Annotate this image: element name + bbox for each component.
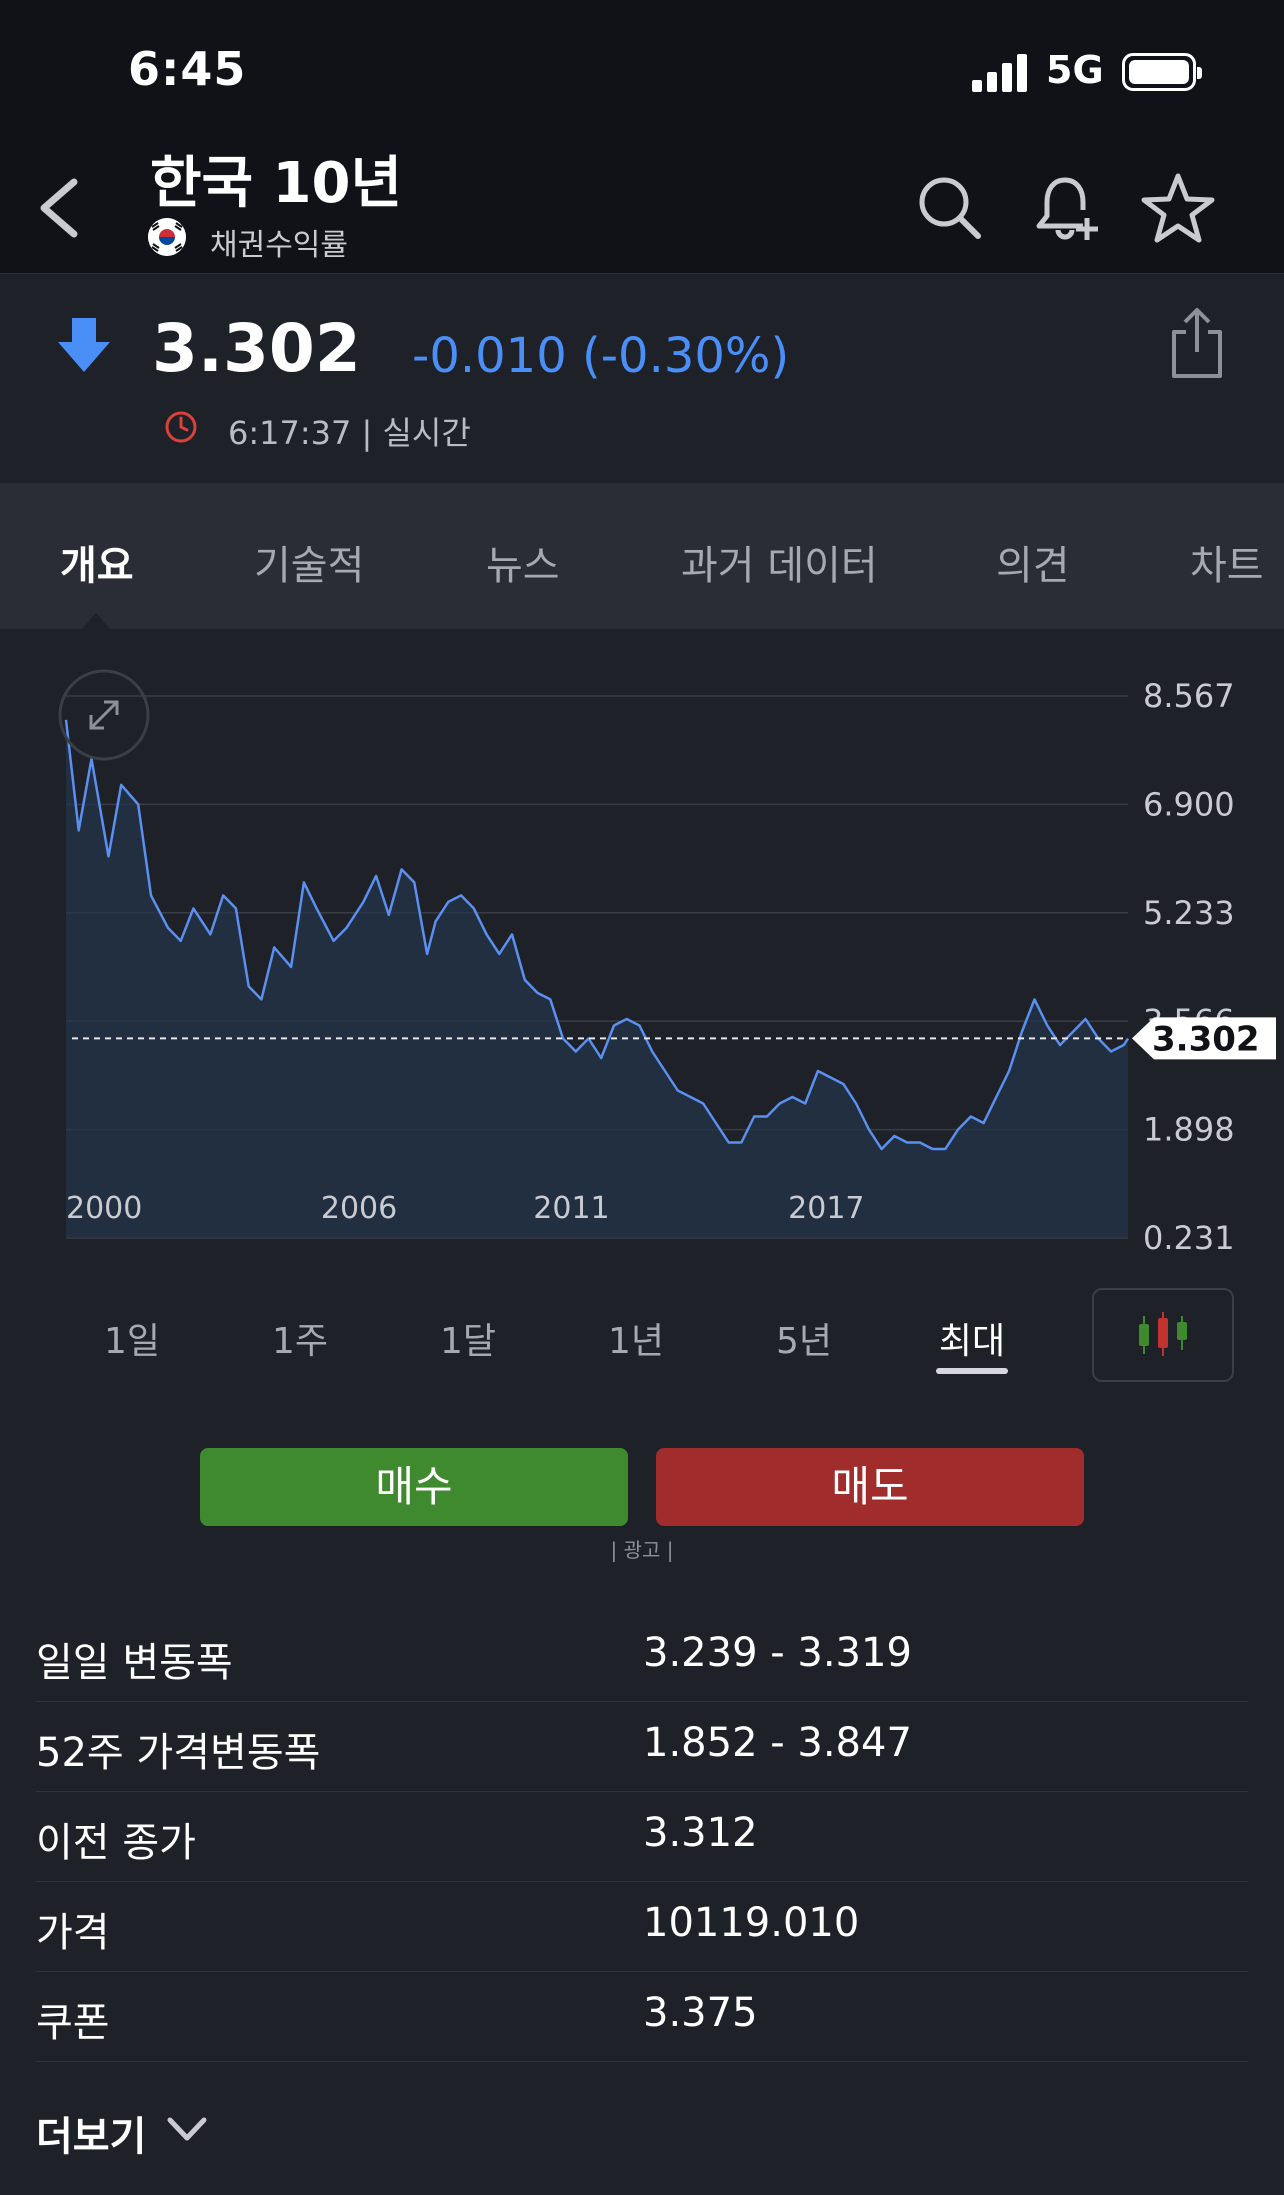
status-time: 6:45 <box>128 42 247 96</box>
range-1w[interactable]: 1주 <box>271 1321 329 1362</box>
stat-row: 이전 종가 3.312 <box>36 1792 1248 1882</box>
bell-plus-icon[interactable] <box>1025 168 1105 248</box>
stat-label: 가격 <box>36 1910 110 1956</box>
range-max[interactable]: 최대 <box>938 1321 1006 1362</box>
search-icon[interactable] <box>910 168 990 248</box>
sell-button[interactable]: 매도 <box>656 1448 1084 1526</box>
x-tick-label: 2000 <box>66 1191 142 1226</box>
battery-icon <box>1122 53 1202 91</box>
clock-icon <box>164 410 198 444</box>
quote-panel: 3.302 -0.010 (-0.30%) 6:17:37 | 실시간 <box>0 273 1284 484</box>
range-1d[interactable]: 1일 <box>103 1321 161 1362</box>
candlestick-toggle-button[interactable] <box>1092 1288 1234 1382</box>
tab-technical[interactable]: 기술적 <box>254 543 365 589</box>
range-selector: 1일 1주 1달 1년 5년 최대 <box>0 1280 1284 1400</box>
stat-row: 가격 10119.010 <box>36 1882 1248 1972</box>
range-5y[interactable]: 5년 <box>775 1321 833 1362</box>
stat-value: 1.852 - 3.847 <box>643 1720 912 1766</box>
chart-svg: 8.5676.9005.2333.5661.8980.2312000200620… <box>64 677 1276 1257</box>
tab-opinion[interactable]: 의견 <box>996 543 1070 589</box>
chart-series-line <box>64 719 1130 1151</box>
stat-value: 3.375 <box>643 1990 758 2036</box>
network-label: 5G <box>1046 48 1104 92</box>
stat-row: 52주 가격변동폭 1.852 - 3.847 <box>36 1702 1248 1792</box>
stat-label: 일일 변동폭 <box>36 1640 233 1686</box>
signal-icon <box>972 54 1032 92</box>
x-tick-label: 2006 <box>321 1191 397 1226</box>
down-arrow-icon <box>54 316 114 376</box>
chart-area-fill <box>66 719 1128 1238</box>
range-1m[interactable]: 1달 <box>439 1321 497 1362</box>
page-title: 한국 10년 <box>150 151 402 216</box>
y-tick-label: 5.233 <box>1143 894 1235 932</box>
range-1y[interactable]: 1년 <box>607 1321 665 1362</box>
more-link[interactable]: 더보기 <box>36 2114 147 2160</box>
stat-label: 쿠폰 <box>36 2000 110 2046</box>
tab-chart[interactable]: 차트 <box>1190 543 1264 589</box>
share-icon[interactable] <box>1166 306 1228 380</box>
quote-timestamp: 6:17:37 | 실시간 <box>228 414 471 452</box>
current-value-tag <box>1132 1017 1276 1060</box>
chevron-down-icon[interactable] <box>164 2112 210 2146</box>
tab-bar: 개요 기술적 뉴스 과거 데이터 의견 차트 <box>0 483 1284 629</box>
korea-flag-icon <box>148 218 186 256</box>
page-subtitle: 채권수익률 <box>210 228 348 263</box>
x-tick-label: 2011 <box>533 1191 609 1226</box>
ad-label: | 광고 | <box>610 1538 674 1562</box>
y-tick-label: 1.898 <box>1143 1111 1235 1149</box>
stat-label: 이전 종가 <box>36 1820 196 1866</box>
tab-overview[interactable]: 개요 <box>60 543 134 589</box>
y-tick-label: 8.567 <box>1143 677 1235 715</box>
stat-row: 쿠폰 3.375 <box>36 1972 1248 2062</box>
stat-value: 3.312 <box>643 1810 758 1856</box>
stat-value: 3.239 - 3.319 <box>643 1630 912 1676</box>
stat-label: 52주 가격변동폭 <box>36 1730 321 1776</box>
back-icon[interactable] <box>30 168 90 248</box>
star-icon[interactable] <box>1138 168 1218 248</box>
stat-row: 일일 변동폭 3.239 - 3.319 <box>36 1612 1248 1702</box>
stat-value: 10119.010 <box>643 1900 860 1946</box>
price-change: -0.010 (-0.30%) <box>412 328 790 384</box>
current-price: 3.302 <box>152 310 361 387</box>
tab-historical-data[interactable]: 과거 데이터 <box>681 543 878 589</box>
expand-icon[interactable] <box>58 669 150 761</box>
current-value-label: 3.302 <box>1152 1019 1260 1059</box>
tab-active-indicator <box>82 613 110 629</box>
top-bar: 6:45 5G 한국 10년 채권수익률 <box>0 0 1284 273</box>
range-active-underline <box>936 1368 1008 1374</box>
stats-table: 일일 변동폭 3.239 - 3.319 52주 가격변동폭 1.852 - 3.8… <box>36 1612 1248 2062</box>
x-tick-label: 2017 <box>788 1191 864 1226</box>
y-tick-label: 0.231 <box>1143 1219 1235 1257</box>
price-chart[interactable]: 8.5676.9005.2333.5661.8980.2312000200620… <box>0 629 1284 1259</box>
y-tick-label: 6.900 <box>1143 785 1235 823</box>
candlestick-icon <box>1139 1312 1187 1356</box>
tab-news[interactable]: 뉴스 <box>486 543 560 589</box>
buy-button[interactable]: 매수 <box>200 1448 628 1526</box>
